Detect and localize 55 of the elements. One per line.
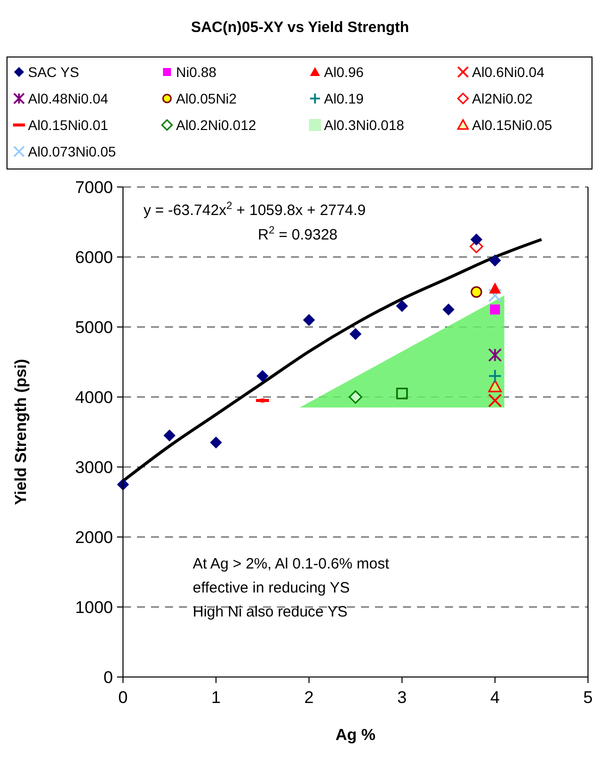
point: [488, 348, 502, 362]
point: [348, 390, 362, 404]
annotation: effective in reducing YS: [192, 580, 350, 596]
point: [489, 282, 501, 294]
point: [490, 304, 500, 314]
point: [164, 430, 176, 442]
x-tick-label: 2: [304, 688, 314, 707]
y-tick-label: 4000: [75, 388, 113, 407]
annotation: R$^{2}$ = 0.9328: [258, 224, 338, 244]
annotation: High Ni also reduce YS: [192, 604, 348, 620]
legend-label: SAC YS: [28, 64, 80, 80]
legend-label: Al0.05Ni2: [176, 90, 237, 106]
y-tick-label: 5000: [75, 318, 113, 337]
legend-label: Al0.15Ni0.01: [28, 117, 108, 133]
legend-label: Al0.48Ni0.04: [28, 90, 108, 106]
point: [489, 254, 501, 266]
y-tick-label: 0: [104, 668, 113, 687]
point: [488, 380, 502, 392]
point: [488, 394, 502, 408]
x-tick-label: 5: [583, 688, 593, 707]
x-tick-label: 0: [118, 688, 128, 707]
y-tick-label: 2000: [75, 528, 113, 547]
legend-label: Al0.073Ni0.05: [28, 144, 116, 160]
legend-label: Al2Ni0.02: [472, 90, 533, 106]
legend-label: Al0.15Ni0.05: [472, 117, 552, 133]
y-tick-label: 1000: [75, 598, 113, 617]
point: [470, 234, 482, 246]
chart-title: SAC(n)05-XY vs Yield Strength: [190, 19, 410, 36]
y-tick-label: 6000: [75, 248, 113, 267]
x-tick-label: 4: [490, 688, 500, 707]
point: [396, 388, 408, 400]
point: [256, 370, 268, 382]
legend-label: Ni0.88: [176, 64, 217, 80]
y-tick-label: 7000: [75, 178, 113, 197]
x-tick-label: 3: [397, 688, 407, 707]
legend-label: Al0.6Ni0.04: [472, 64, 545, 80]
point: [303, 314, 315, 326]
point: [210, 436, 222, 448]
x-axis-title: Ag %: [336, 727, 376, 744]
point: [260, 398, 264, 402]
annotation: At Ag > 2%, Al 0.1-0.6% most: [192, 556, 390, 572]
legend-label: Al0.19: [324, 90, 364, 106]
legend-label: Al0.96: [324, 64, 364, 80]
point: [396, 300, 408, 312]
point: [488, 369, 502, 383]
x-tick-label: 1: [211, 688, 221, 707]
point: [488, 288, 502, 302]
y-axis-title: Yield Strength (psi): [13, 358, 30, 506]
legend-label: Al0.2Ni0.012: [176, 117, 256, 133]
point: [350, 328, 362, 340]
annotation: y = -63.742x$^{2}$ + 1059.8x + 2774.9: [143, 200, 366, 219]
legend-label: Al0.3Ni0.018: [324, 117, 404, 133]
point: [442, 304, 454, 316]
point: [470, 286, 482, 298]
y-tick-label: 3000: [75, 458, 113, 477]
